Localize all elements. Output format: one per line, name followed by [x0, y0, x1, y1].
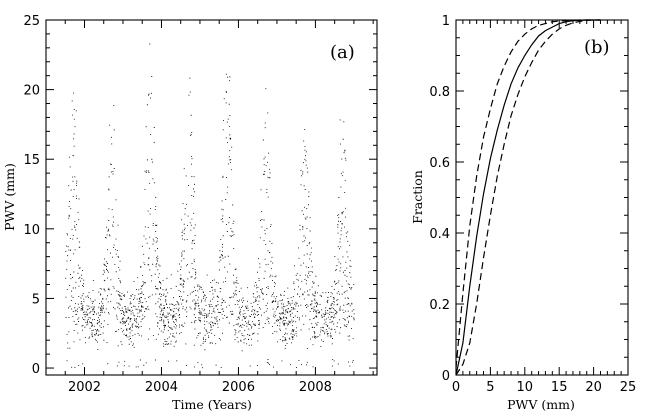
- panel-b-x-tick-label: 25: [620, 380, 637, 395]
- panel-a-label: (a): [330, 42, 355, 63]
- panel-b-axes: 0 5 10 15 20 25 0 0.2 0.4 0.6 0.8 1: [429, 14, 636, 395]
- panel-b-frame: [455, 19, 629, 376]
- cdf-median-line: [455, 19, 601, 376]
- cdf-bound-dashed-line: [455, 19, 601, 376]
- panel-b-x-tick-label: 15: [551, 380, 568, 395]
- panel-a-x-tick-label: 2002: [68, 380, 101, 395]
- pwv-time-series-points: [65, 43, 355, 369]
- panel-a-x-tick-label: 2004: [145, 380, 178, 395]
- panel-b-y-tick-label: 0.8: [429, 85, 450, 100]
- panel-a-y-tick-label: 0: [32, 362, 40, 377]
- panel-b-x-tick-label: 5: [486, 380, 494, 395]
- panel-b-label: (b): [584, 37, 610, 58]
- cumulative-distribution-lines: [455, 19, 601, 376]
- panel-b-y-tick-label: 0.2: [429, 298, 450, 313]
- panel-a-y-tick-label: 25: [23, 14, 40, 29]
- panel-b-y-tick-label: 0: [442, 369, 450, 384]
- panel-b-x-tick-label: 10: [517, 380, 534, 395]
- panel-b-y-axis-label: Fraction: [410, 170, 425, 224]
- panel-a-x-tick-label: 2008: [299, 380, 332, 395]
- panel-b-x-axis-label: PWV (mm): [507, 397, 575, 412]
- panel-a-y-tick-label: 5: [32, 292, 40, 307]
- cdf-bound-dashed-line: [455, 19, 601, 368]
- panel-a-y-tick-label: 15: [23, 153, 40, 168]
- panel-b-y-tick-label: 1: [442, 14, 450, 29]
- panel-a-y-tick-label: 10: [23, 223, 40, 238]
- panel-b-x-tick-label: 20: [585, 380, 602, 395]
- panel-a-y-tick-label: 20: [23, 84, 40, 99]
- panel-b: 0 5 10 15 20 25 0 0.2 0.4 0.6 0.8 1 (b) PWV (mm) Fr…: [410, 14, 636, 412]
- panel-b-x-tick-label: 0: [452, 380, 460, 395]
- pwv-scatter-points: [65, 43, 355, 369]
- panel-a-axes: 2002 2004 2006 2008 0 5 10 15 20 25: [23, 14, 377, 395]
- panel-a: 2002 2004 2006 2008 0 5 10 15 20 25 (a) Time (Yea…: [2, 14, 378, 412]
- panel-b-y-tick-label: 0.4: [429, 227, 450, 242]
- panel-b-y-tick-label: 0.6: [429, 156, 450, 171]
- panel-a-y-axis-label: PWV (mm): [2, 163, 17, 231]
- panel-a-x-axis-label: Time (Years): [172, 397, 252, 412]
- panel-a-x-tick-label: 2006: [222, 380, 255, 395]
- panel-a-frame: [45, 19, 378, 376]
